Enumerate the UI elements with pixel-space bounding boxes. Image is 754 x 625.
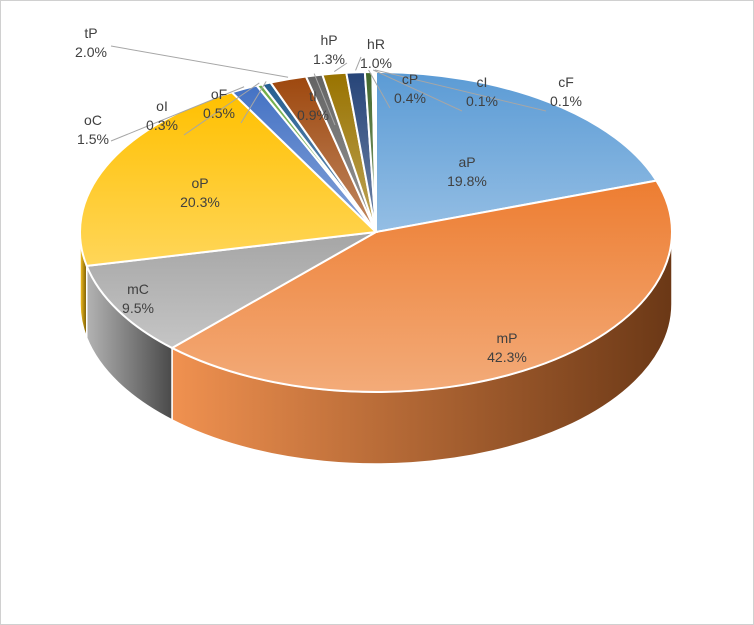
data-label-name-cP: cP: [402, 71, 418, 87]
data-label-name-mP: mP: [497, 330, 518, 346]
leader-line-cF: [374, 69, 547, 112]
slice-mC: [85, 231, 377, 350]
slice-oP: [79, 91, 379, 268]
slice-mP: [169, 179, 673, 393]
leader-lines: [110, 45, 547, 142]
leader-line-tP: [110, 45, 289, 78]
data-label-name-hR: hR: [367, 36, 385, 52]
leader-line-oF: [240, 81, 267, 124]
data-label-value-hR: 1.0%: [360, 55, 392, 71]
leader-line-cI: [373, 69, 463, 112]
leader-line-oC: [110, 86, 245, 142]
data-label-value-cI: 0.1%: [466, 93, 498, 109]
slice-cF: [373, 70, 377, 233]
data-label-name-tI: tI: [309, 88, 317, 104]
data-label-value-mC: 9.5%: [122, 300, 154, 316]
data-label-value-oI: 0.3%: [146, 117, 178, 133]
data-labels: aP 19.8% mP 42.3% mC 9.5% oP 20.3% oC 1.5% oI 0.3% o…: [75, 25, 582, 365]
data-label-value-oF: 0.5%: [203, 105, 235, 121]
data-label-name-mC: mC: [127, 281, 149, 297]
leader-line-hR: [355, 56, 362, 71]
data-label-value-cF: 0.1%: [550, 93, 582, 109]
data-label-name-oF: oF: [211, 86, 227, 102]
data-label-name-hP: hP: [320, 32, 337, 48]
leader-line-cP: [368, 69, 391, 109]
data-label-name-tP: tP: [84, 25, 97, 41]
data-label-name-oP: oP: [191, 175, 208, 191]
leader-line-hP: [334, 62, 348, 73]
data-label-value-oC: 1.5%: [77, 131, 109, 147]
data-label-name-cI: cI: [477, 74, 488, 90]
slice-aP: [375, 70, 658, 234]
leader-line-oI: [183, 82, 260, 136]
data-label-value-aP: 19.8%: [447, 173, 487, 189]
data-label-name-aP: aP: [458, 154, 475, 170]
data-label-value-cP: 0.4%: [394, 90, 426, 106]
leader-line-tI: [313, 73, 336, 126]
data-label-value-tP: 2.0%: [75, 44, 107, 60]
data-label-value-mP: 42.3%: [487, 349, 527, 365]
data-label-value-oP: 20.3%: [180, 194, 220, 210]
data-label-name-cF: cF: [558, 74, 574, 90]
data-label-name-oC: oC: [84, 112, 102, 128]
pie-top-faces: [79, 70, 673, 393]
data-label-value-tI: 0.9%: [297, 107, 329, 123]
data-label-value-hP: 1.3%: [313, 51, 345, 67]
data-label-name-oI: oI: [156, 98, 168, 114]
